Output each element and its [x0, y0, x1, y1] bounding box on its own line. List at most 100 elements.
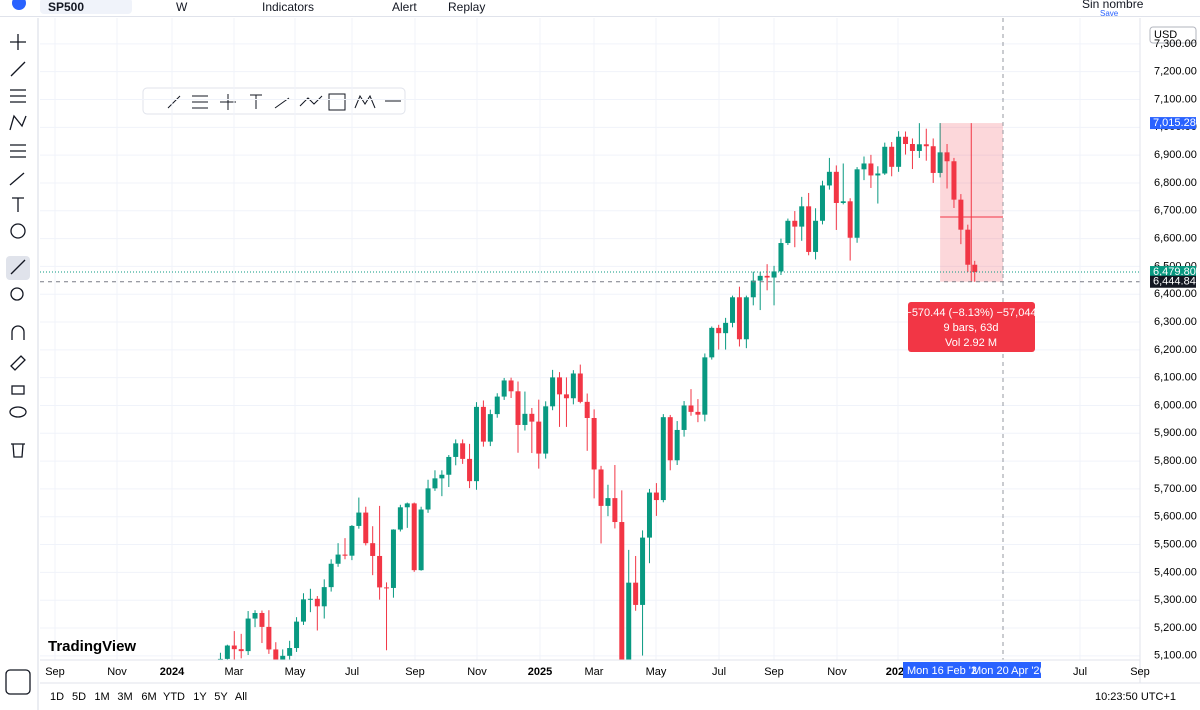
ruler-active[interactable] [6, 256, 30, 280]
candle-body [889, 146, 895, 167]
x-tick-label: Nov [467, 666, 487, 678]
projection-tool[interactable] [10, 144, 26, 158]
measure-end: Mon 20 Apr '26 [972, 665, 1046, 677]
save[interactable]: Save [1100, 9, 1119, 18]
alert[interactable]: Alert [392, 0, 417, 14]
candle-body [847, 201, 853, 238]
candle-body [577, 373, 583, 402]
candle-body [750, 280, 756, 298]
candle-body [515, 391, 521, 425]
range-button[interactable]: 5D [72, 691, 86, 703]
candle-body [681, 405, 687, 430]
x-tick-label: 2025 [528, 666, 552, 678]
candle-body [633, 582, 639, 605]
text-tool[interactable] [12, 197, 24, 212]
y-tick-label: 6,800.00 [1154, 177, 1197, 189]
lock-tool[interactable] [11, 385, 25, 395]
candle-body [861, 163, 867, 170]
candle-body [273, 649, 279, 660]
candle-body [342, 554, 348, 556]
candle-body [937, 152, 943, 173]
line-tool[interactable] [10, 61, 26, 77]
hide-tool[interactable] [9, 406, 27, 418]
top-toolbar: SP500 W Indicators Alert Replay Sin nomb… [0, 0, 1200, 18]
candle-body [972, 264, 978, 273]
replay[interactable]: Replay [448, 0, 486, 14]
candle-body [425, 488, 431, 510]
candle-body [646, 492, 652, 538]
candle-body [446, 456, 452, 475]
range-button[interactable]: 1Y [193, 691, 207, 703]
layout-name[interactable]: Sin nombre [1082, 0, 1144, 11]
y-tick-label: 6,100.00 [1154, 372, 1197, 384]
indicators[interactable]: Indicators [262, 0, 315, 14]
currency[interactable]: USD [1154, 29, 1177, 41]
candle-body [723, 322, 729, 334]
range-button[interactable]: 6M [141, 691, 156, 703]
range-button[interactable]: 3M [117, 691, 132, 703]
candle-body [384, 587, 390, 589]
price-label: 7,015.28 [1153, 117, 1196, 129]
y-tick-label: 6,700.00 [1154, 205, 1197, 217]
candle-body [467, 458, 473, 482]
emoji-tool[interactable] [10, 223, 26, 239]
candle-body [916, 144, 922, 151]
candle-body [764, 275, 770, 278]
trash-tool[interactable] [11, 443, 25, 458]
candle-body [563, 394, 569, 399]
range-button[interactable]: 5Y [214, 691, 228, 703]
candle-body [709, 327, 715, 358]
lock-drawing[interactable] [10, 355, 26, 371]
candle-body [771, 271, 777, 278]
price-label: 6,479.80 [1153, 266, 1196, 278]
currency-box[interactable] [1149, 26, 1197, 44]
price-badge [1150, 266, 1196, 279]
candle-body [716, 327, 722, 334]
y-tick-label: 5,500.00 [1154, 538, 1197, 550]
x-tick-label: Mar [585, 666, 604, 678]
candle-body [626, 582, 632, 660]
pattern-tool[interactable] [9, 114, 27, 131]
symbol-box[interactable] [40, 0, 132, 14]
y-tick-label: 7,100.00 [1154, 93, 1197, 105]
magnet-tool[interactable] [11, 325, 25, 340]
range-button[interactable]: All [235, 691, 247, 703]
clock: 10:23:50 UTC+1 [1095, 691, 1176, 703]
candle-body [252, 612, 258, 619]
candle-body [896, 136, 902, 167]
x-tick-label: Sep [1130, 666, 1150, 678]
candle-body [314, 598, 320, 607]
candle-body [875, 173, 881, 176]
cross-tool[interactable] [10, 34, 26, 50]
candle-body [370, 543, 376, 556]
range-button[interactable]: 1M [94, 691, 109, 703]
candle-body [224, 645, 230, 659]
price-label: 6,444.84 [1153, 276, 1196, 288]
zoom-tool[interactable] [10, 287, 24, 301]
ruler-tool[interactable] [10, 259, 26, 275]
drawing-icons[interactable] [167, 93, 401, 111]
range-button[interactable]: YTD [163, 691, 185, 703]
candle-body [473, 406, 479, 482]
candle-body [487, 414, 493, 442]
candle-body [640, 537, 646, 605]
candle-body [307, 598, 313, 600]
star-button[interactable] [5, 669, 31, 695]
candle-body [480, 406, 486, 442]
measure-bars: 9 bars, 63d [943, 322, 998, 334]
candle-body [550, 377, 556, 407]
range-button[interactable]: 1D [50, 691, 64, 703]
candle-body [605, 498, 611, 506]
brush-tool[interactable] [9, 172, 25, 186]
symbol[interactable]: SP500 [48, 0, 85, 14]
candle-body [840, 201, 846, 203]
fib-tool[interactable] [10, 89, 26, 103]
interval[interactable]: W [176, 0, 188, 14]
candle-body [404, 503, 410, 508]
candle-body [792, 220, 798, 227]
avatar[interactable] [12, 0, 26, 10]
candle-body [743, 297, 749, 340]
candle-body [826, 171, 832, 186]
left-tools [5, 18, 39, 710]
